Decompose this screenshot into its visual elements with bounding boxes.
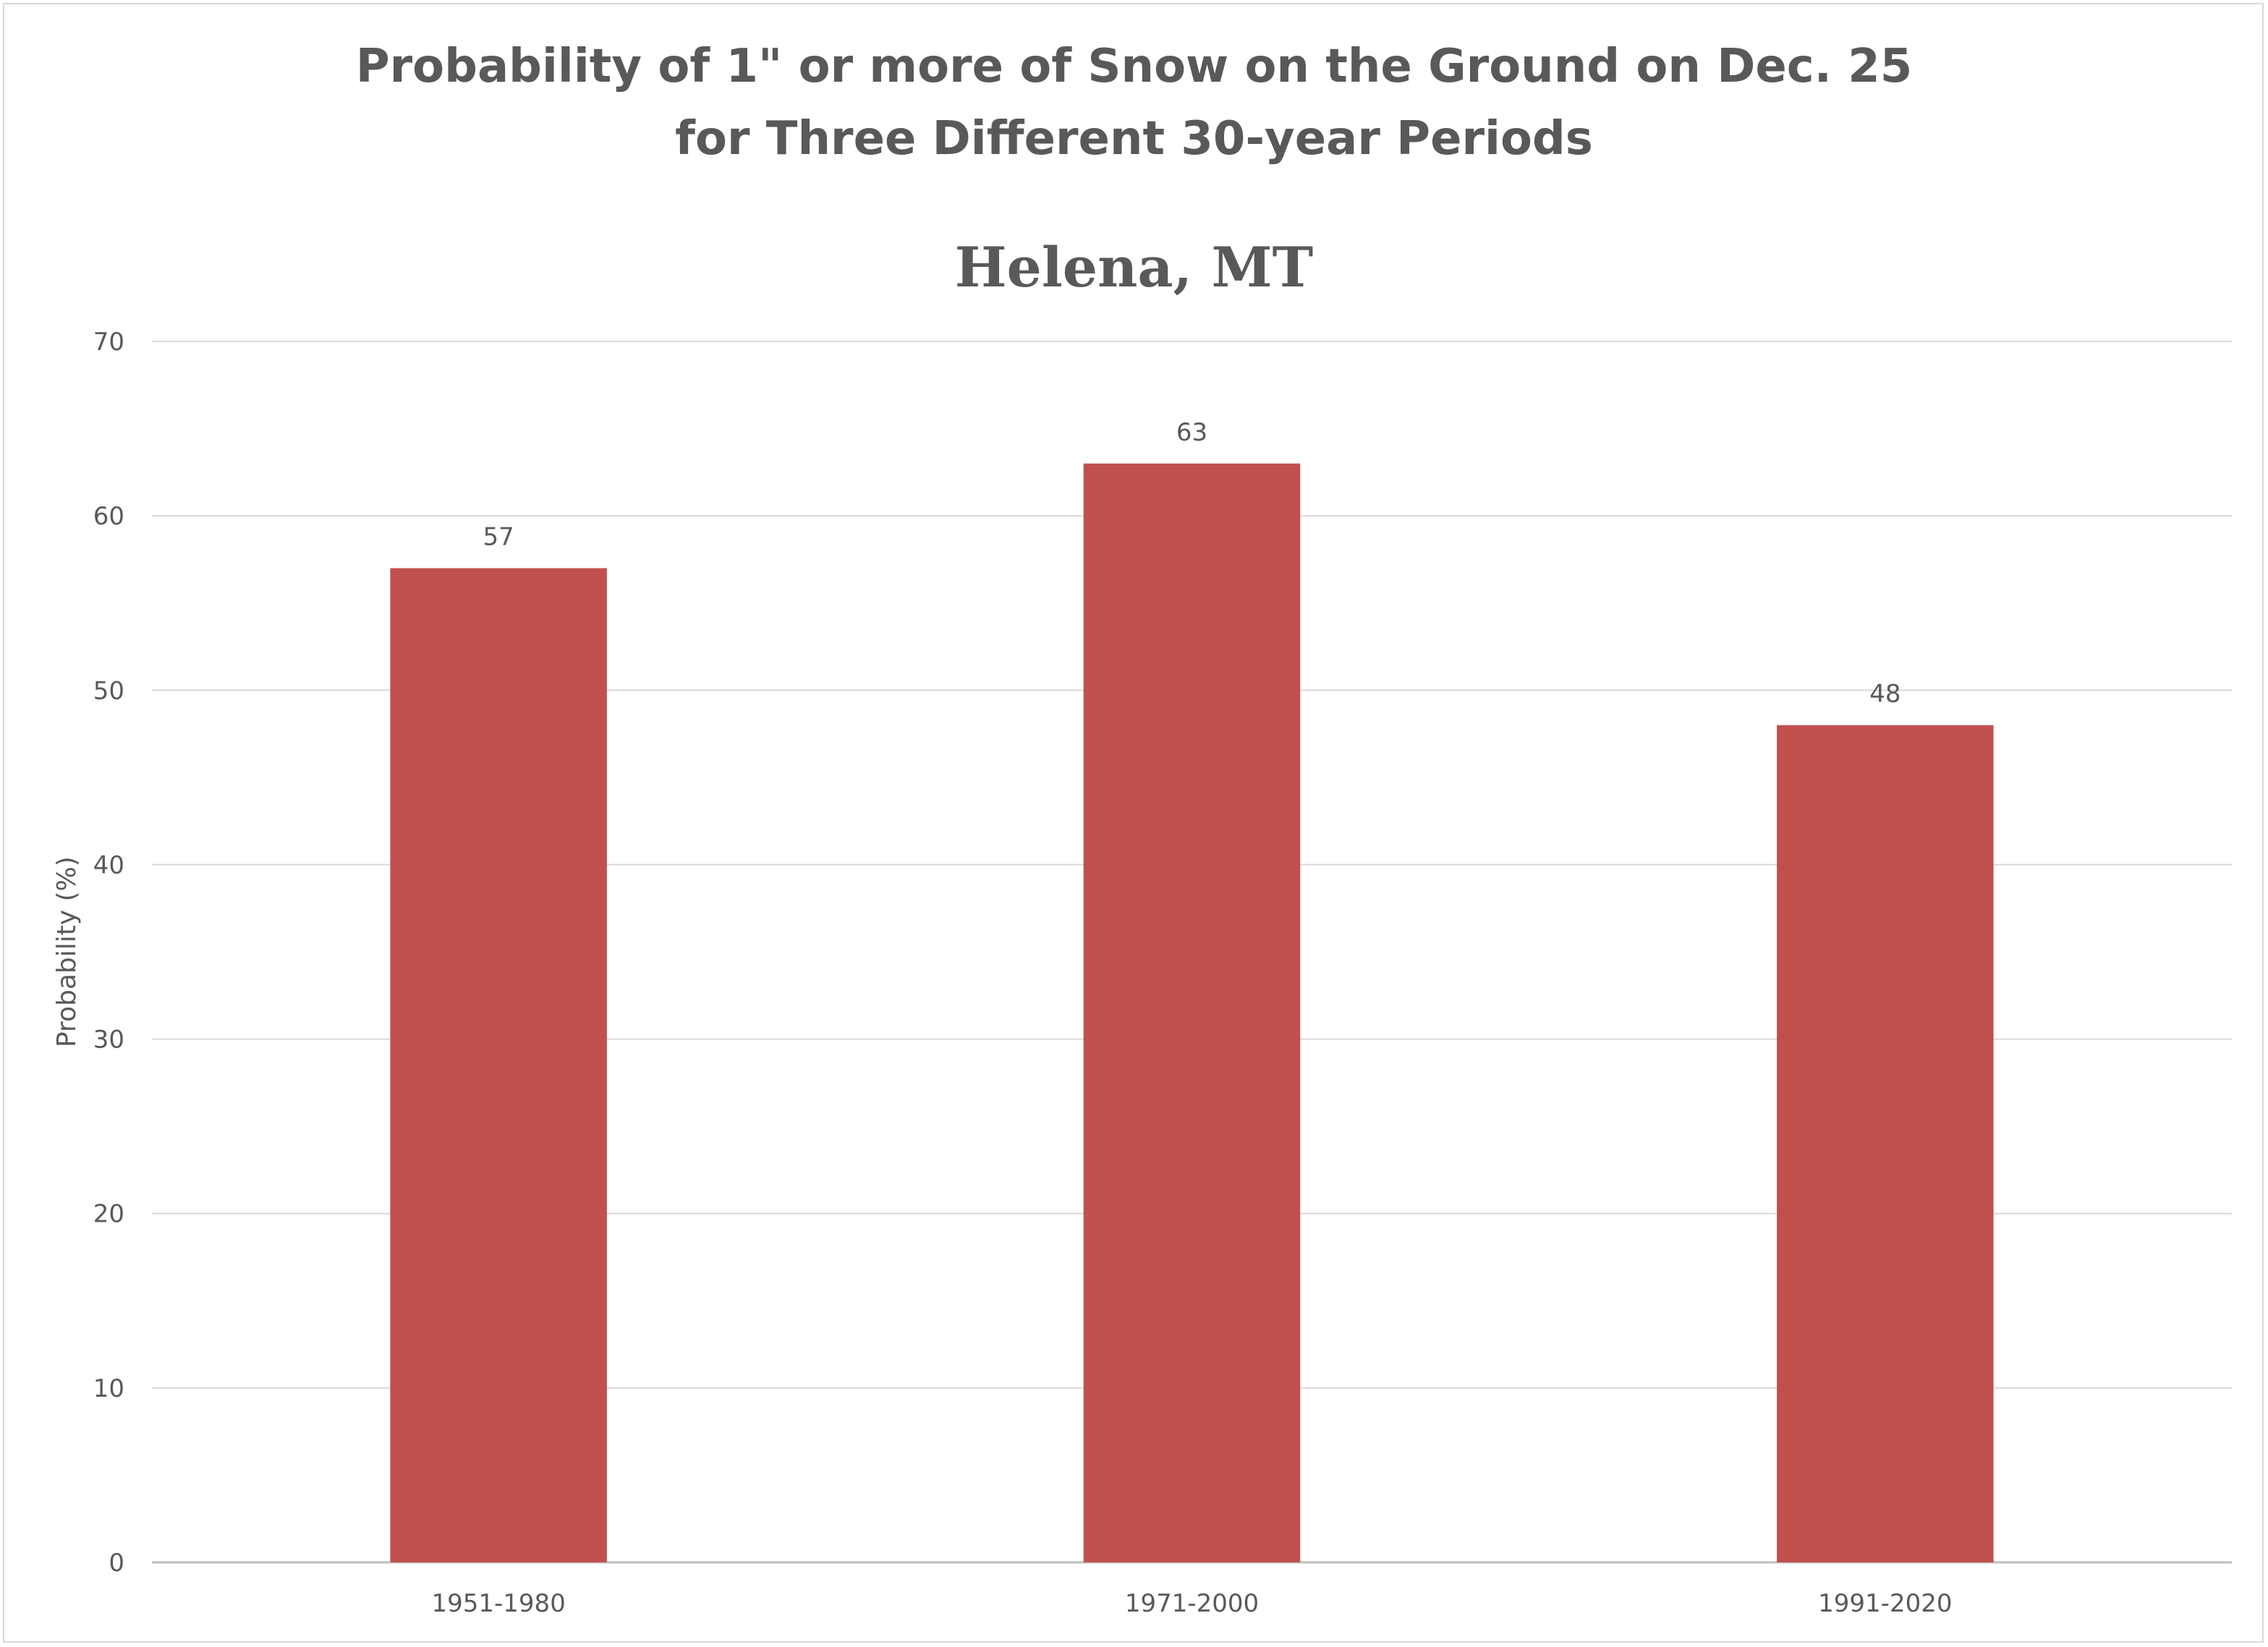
y-tick-label: 30: [93, 1026, 124, 1055]
chart-subtitle: Helena, MT: [954, 235, 1314, 299]
bar-1951-1980: [390, 568, 607, 1562]
labels: 0 10 20 30 40 50 60 70 57 1951-1980 63 1971-2000 48 1…: [93, 328, 1953, 1618]
y-tick-label: 10: [93, 1374, 124, 1403]
y-tick-label: 20: [93, 1200, 124, 1229]
y-tick-label: 40: [93, 851, 124, 880]
data-label-1971-2000: 63: [1176, 418, 1207, 447]
y-tick-label: 0: [109, 1549, 124, 1578]
chart-title: Probability of 1" or more of Snow on the…: [355, 40, 1913, 93]
x-tick-label-1991-2020: 1991-2020: [1818, 1589, 1952, 1618]
y-axis-title: Probability (%): [52, 856, 82, 1047]
bars: [390, 463, 1994, 1562]
bar-1991-2020: [1777, 725, 1994, 1562]
y-tick-label: 50: [93, 676, 124, 705]
x-tick-label-1971-2000: 1971-2000: [1125, 1589, 1259, 1618]
data-label-1951-1980: 57: [483, 522, 514, 551]
x-tick-label-1951-1980: 1951-1980: [432, 1589, 566, 1618]
bar-1971-2000: [1083, 463, 1301, 1562]
y-tick-label: 60: [93, 502, 124, 531]
chart-title-line2: for Three Different 30-year Periods: [675, 112, 1593, 166]
data-label-1991-2020: 48: [1869, 680, 1900, 709]
y-tick-label: 70: [93, 328, 124, 357]
